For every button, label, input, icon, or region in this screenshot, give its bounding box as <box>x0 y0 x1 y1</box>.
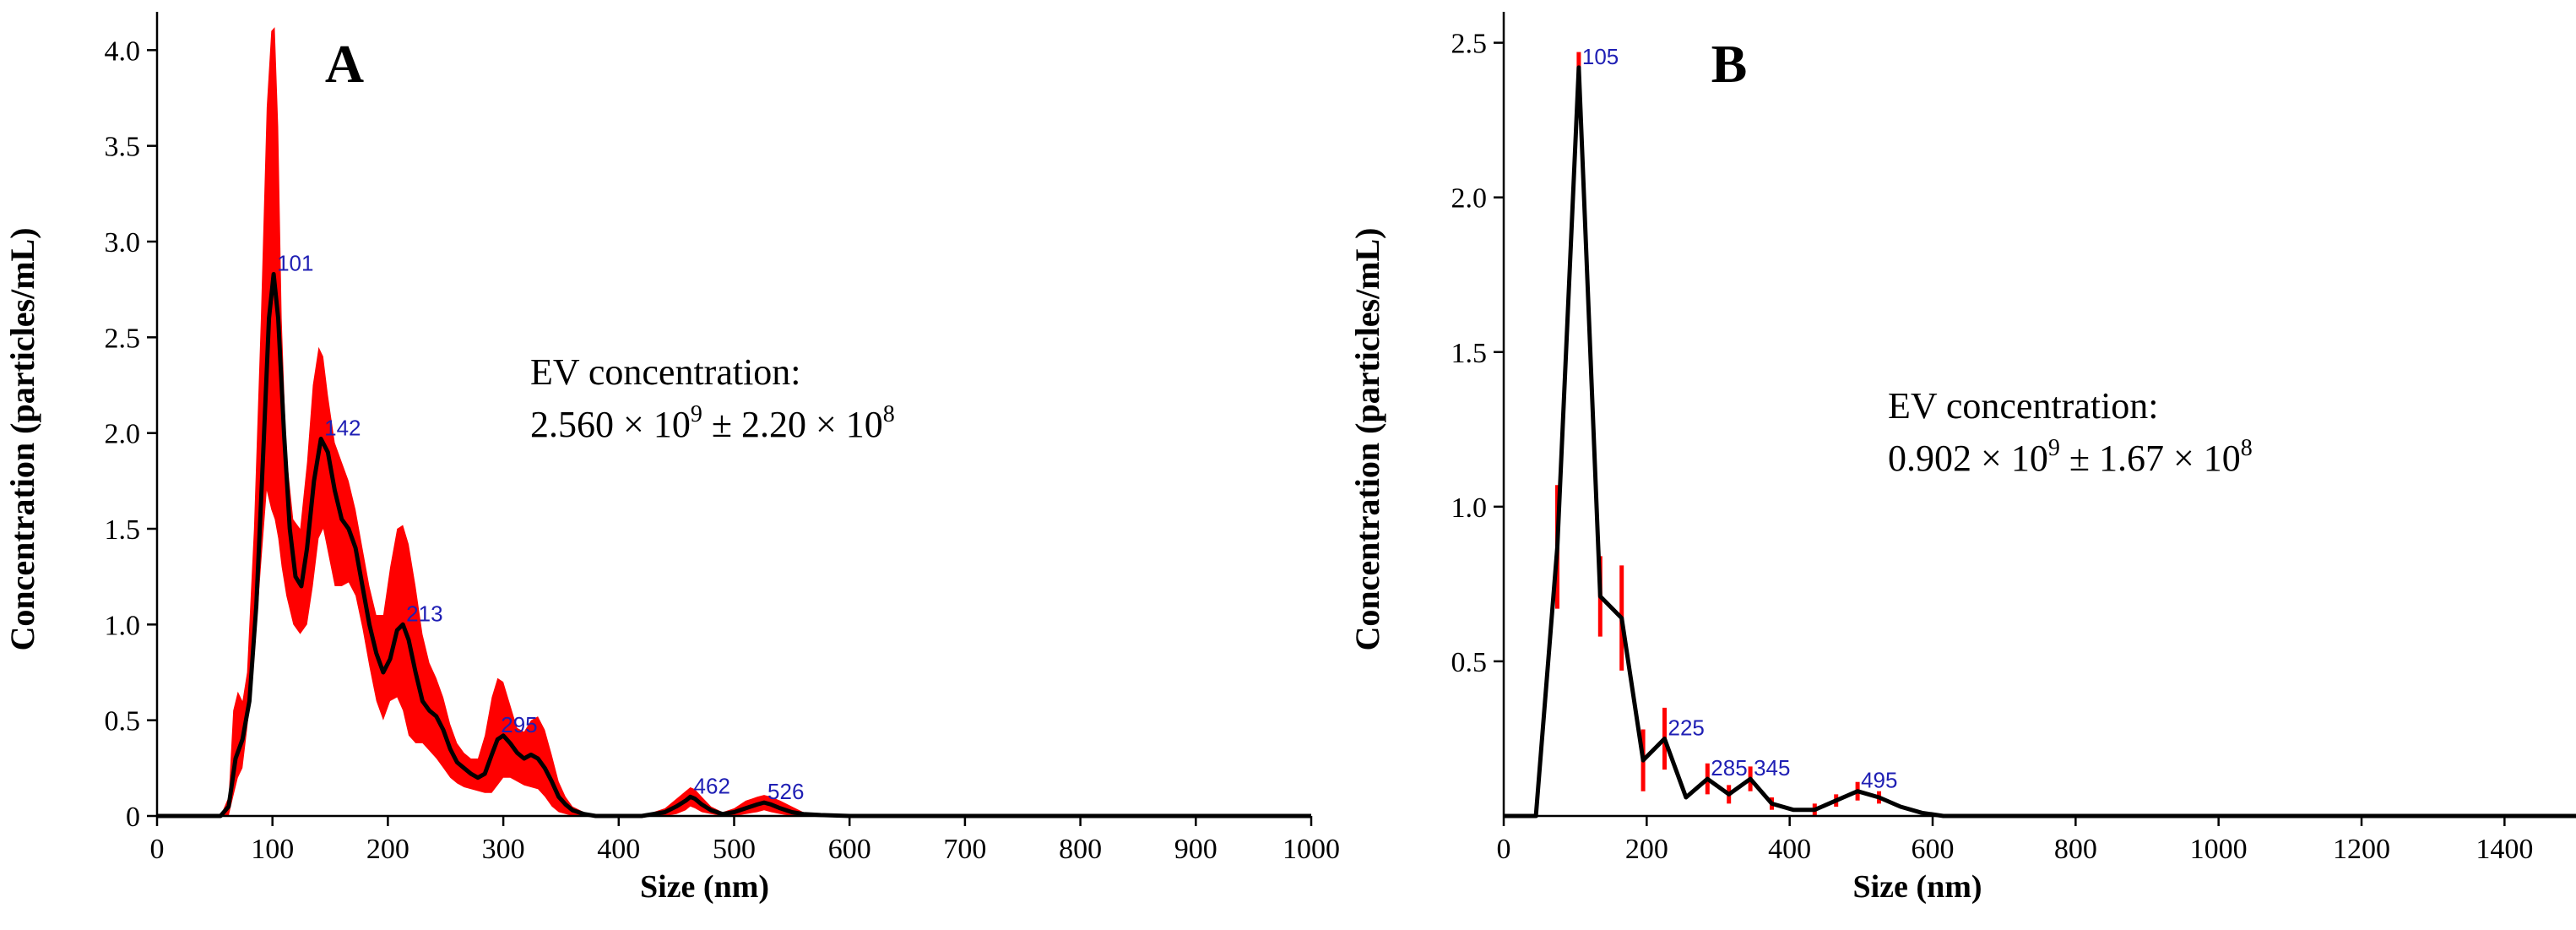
mean-line <box>157 272 1311 819</box>
x-tick-label: 1000 <box>2190 834 2248 865</box>
annotation-text: 2.560 × 10 <box>530 404 691 445</box>
y-tick-label: 4.0 <box>105 35 141 67</box>
y-tick-label: 2.5 <box>1451 29 1488 60</box>
y-axis-label: Concentration (particles/mL) <box>1348 227 1386 650</box>
y-tick-label: 2.5 <box>105 323 141 354</box>
y-tick-label: 1.5 <box>1451 338 1488 369</box>
peak-label: 462 <box>694 773 730 798</box>
panel-letter: B <box>1711 34 1748 94</box>
annotation-line-2: 2.560 × 109 ± 2.20 × 108 <box>530 401 895 445</box>
peak-label: 345 <box>1754 755 1790 780</box>
x-tick-label: 1200 <box>2333 834 2390 865</box>
exponent: 8 <box>2241 435 2253 461</box>
annotation-line-1: EV concentration: <box>530 351 801 393</box>
y-tick-label: 1.0 <box>1451 492 1488 524</box>
y-axis-label: Concentration (particles/mL) <box>3 227 41 650</box>
x-tick-label: 100 <box>251 834 294 865</box>
exponent: 9 <box>691 401 702 427</box>
exponent: 8 <box>883 401 895 427</box>
x-tick-label: 400 <box>597 834 640 865</box>
x-tick-label: 600 <box>1912 834 1955 865</box>
peak-label: 526 <box>767 779 804 804</box>
peak-label: 142 <box>324 415 361 440</box>
peak-label: 213 <box>406 601 442 626</box>
error-band <box>157 27 1311 817</box>
panel-b: 0 200 400 600 800 1000 1200 1400 0.5 1.0 1.5 2.0 2.5… <box>1348 12 2576 905</box>
x-tick-label: 700 <box>943 834 986 865</box>
x-tick-label: 400 <box>1768 834 1811 865</box>
y-tick-label: 0.5 <box>1451 647 1488 678</box>
peak-label: 105 <box>1582 44 1619 69</box>
y-tick-label: 1.5 <box>105 514 141 546</box>
annotation-text: ± 1.67 × 10 <box>2060 438 2241 479</box>
peak-label: 101 <box>277 251 313 276</box>
x-tick-label: 1400 <box>2476 834 2533 865</box>
panel-letter: A <box>325 34 364 94</box>
y-tick-label: 1.0 <box>105 610 141 641</box>
annotation-text: 0.902 × 10 <box>1888 438 2048 479</box>
peak-label: 295 <box>501 712 537 737</box>
x-tick-label: 800 <box>1059 834 1102 865</box>
y-tick-label: 3.5 <box>105 132 141 163</box>
y-tick-label: 0.5 <box>105 706 141 737</box>
x-tick-label: 800 <box>2054 834 2097 865</box>
panel-a: 0 100 200 300 400 500 600 700 800 900 1000 0 0.5 1.0 1… <box>3 12 1340 905</box>
exponent: 9 <box>2048 435 2060 461</box>
y-tick-label: 2.0 <box>1451 183 1488 215</box>
peak-label: 495 <box>1861 768 1897 793</box>
x-axis-label: Size (nm) <box>1852 869 1982 905</box>
y-tick-label: 3.0 <box>105 227 141 258</box>
x-tick-label: 0 <box>1497 834 1511 865</box>
x-tick-label: 200 <box>1625 834 1668 865</box>
x-tick-label: 1000 <box>1283 834 1340 865</box>
annotation-line-2: 0.902 × 109 ± 1.67 × 108 <box>1888 435 2253 479</box>
x-tick-label: 200 <box>366 834 409 865</box>
x-tick-label: 500 <box>713 834 756 865</box>
y-tick-label: 2.0 <box>105 419 141 450</box>
peak-label: 285 <box>1711 755 1747 780</box>
y-tick-label: 0 <box>126 802 140 833</box>
x-tick-label: 0 <box>150 834 165 865</box>
x-tick-label: 600 <box>828 834 871 865</box>
annotation-text: ± 2.20 × 10 <box>702 404 883 445</box>
x-axis-label: Size (nm) <box>640 869 769 905</box>
x-tick-label: 900 <box>1174 834 1217 865</box>
x-tick-label: 300 <box>482 834 525 865</box>
annotation-line-1: EV concentration: <box>1888 385 2159 427</box>
peak-label: 225 <box>1668 715 1705 740</box>
